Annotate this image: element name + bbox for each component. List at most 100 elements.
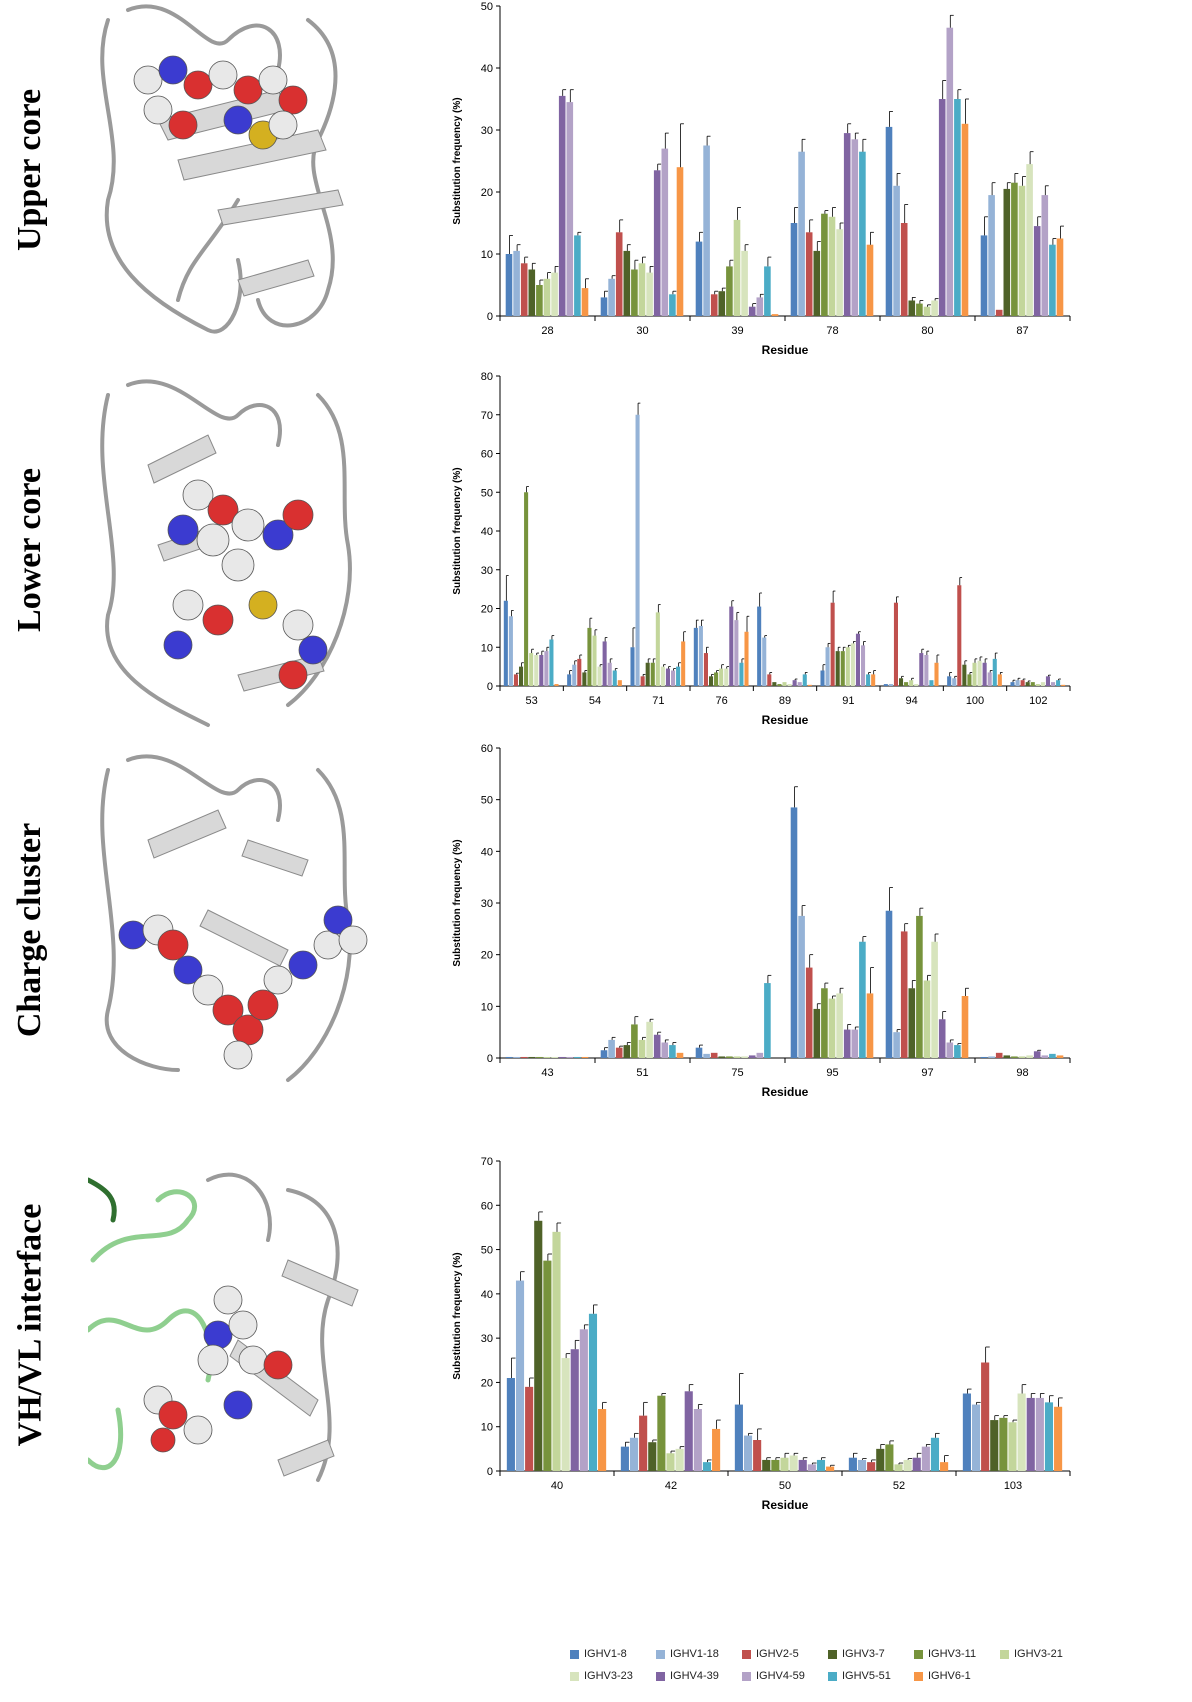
- bar: [813, 1008, 821, 1058]
- bar: [653, 1034, 661, 1058]
- bar: [661, 148, 669, 316]
- bar: [867, 1462, 876, 1471]
- bar: [520, 263, 528, 316]
- bar: [572, 664, 577, 686]
- bar: [574, 235, 581, 316]
- bar: [787, 684, 792, 686]
- bar: [536, 285, 543, 316]
- bar: [861, 645, 866, 686]
- legend-swatch: [828, 1649, 837, 1659]
- x-tick-label: 43: [541, 1067, 553, 1079]
- bar: [764, 983, 771, 1058]
- bar: [1035, 1397, 1044, 1471]
- y-tick-label: 10: [481, 249, 493, 261]
- bar: [1018, 185, 1026, 316]
- bar: [587, 627, 592, 686]
- x-tick-label: 71: [652, 695, 664, 707]
- bar: [653, 170, 661, 316]
- bar: [630, 647, 635, 686]
- bar: [698, 625, 703, 686]
- bar: [940, 1462, 949, 1471]
- x-tick-label: 30: [636, 325, 648, 337]
- bar: [623, 250, 631, 316]
- bar: [646, 1021, 653, 1058]
- bar: [893, 1032, 900, 1058]
- x-axis-label: Residue: [762, 713, 809, 727]
- bar: [780, 1457, 789, 1471]
- bar: [857, 1459, 867, 1471]
- bar: [602, 641, 607, 686]
- bar: [741, 250, 748, 316]
- bar: [995, 309, 1003, 316]
- bar: [961, 123, 969, 316]
- bar: [558, 95, 566, 317]
- y-tick-label: 20: [481, 604, 493, 616]
- legend-swatch: [914, 1671, 923, 1681]
- bar: [893, 185, 900, 316]
- bar: [888, 684, 893, 686]
- x-tick-label: 54: [589, 695, 601, 707]
- bar: [566, 102, 574, 316]
- x-axis-label: Residue: [762, 1498, 809, 1512]
- bar: [876, 1448, 885, 1471]
- bar: [753, 1440, 762, 1471]
- bar: [923, 980, 931, 1058]
- bar: [756, 1052, 764, 1058]
- bar: [561, 1358, 570, 1471]
- legend-item: IGHV1-8: [570, 1648, 627, 1660]
- legend-label: IGHV3-11: [928, 1648, 977, 1660]
- bar: [676, 167, 684, 316]
- bar: [797, 682, 802, 686]
- bar: [1049, 1053, 1056, 1058]
- bar: [734, 1404, 743, 1471]
- bar: [718, 291, 726, 316]
- bar: [615, 232, 623, 316]
- bar: [703, 145, 710, 316]
- bar: [505, 254, 513, 316]
- bar: [946, 27, 954, 316]
- bar: [558, 1056, 566, 1058]
- x-tick-label: 40: [551, 1480, 563, 1492]
- bar: [802, 674, 807, 686]
- bar: [931, 300, 938, 316]
- bar: [851, 1029, 859, 1058]
- bar: [980, 1056, 988, 1058]
- bar: [771, 314, 779, 316]
- bar: [1041, 1055, 1049, 1058]
- bar: [650, 662, 655, 686]
- legend-label: IGHV3-23: [584, 1670, 633, 1682]
- bar: [676, 1052, 684, 1058]
- bar: [1044, 1402, 1054, 1471]
- x-tick-label: 78: [826, 325, 838, 337]
- bar: [534, 655, 539, 686]
- bar: [851, 139, 859, 316]
- y-tick-label: 30: [481, 125, 493, 137]
- bar: [1017, 1393, 1026, 1471]
- bar: [508, 616, 513, 686]
- bar: [938, 99, 946, 316]
- bar: [655, 612, 660, 686]
- bar: [536, 1056, 543, 1058]
- bar: [981, 1362, 990, 1471]
- bar: [1026, 164, 1033, 316]
- bar: [916, 303, 923, 316]
- bar-chart-vh-vl-interface: 0 10 20 30 40 50 60 70 Substitution frequency (%…: [452, 1156, 1071, 1512]
- bar: [631, 1024, 638, 1058]
- x-tick-label: 80: [921, 325, 933, 337]
- bar: [866, 993, 874, 1058]
- bar: [1010, 682, 1015, 686]
- bar: [693, 1409, 702, 1471]
- legend-swatch: [828, 1671, 837, 1681]
- bar: [669, 1045, 676, 1058]
- bar: [719, 668, 724, 686]
- bar: [987, 672, 992, 686]
- y-tick-label: 0: [487, 1053, 493, 1065]
- bar: [957, 585, 962, 686]
- bar: [1051, 682, 1056, 686]
- bar: [1056, 680, 1061, 686]
- y-axis-label: Substitution frequency (%): [452, 467, 463, 594]
- bar: [648, 1442, 657, 1471]
- bar: [1035, 684, 1040, 686]
- y-tick-label: 20: [481, 187, 493, 199]
- bar: [1026, 1397, 1035, 1471]
